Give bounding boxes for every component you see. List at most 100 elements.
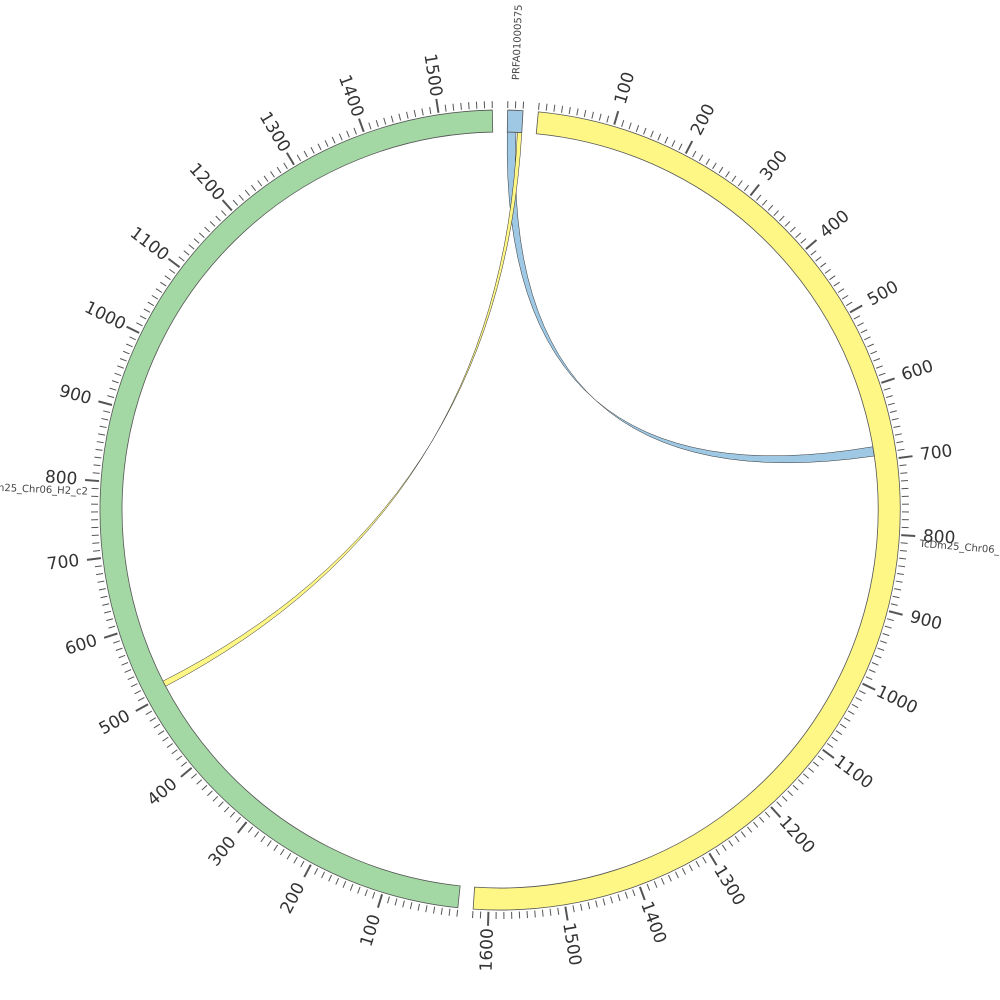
minor-tick [346, 130, 350, 138]
minor-tick [357, 886, 361, 894]
tick-label: 400 [144, 774, 182, 810]
tick-label: 200 [276, 879, 309, 917]
minor-tick [815, 256, 822, 262]
minor-tick [468, 102, 470, 110]
minor-tick [100, 595, 108, 599]
minor-tick [753, 821, 759, 828]
major-tick [613, 110, 620, 125]
minor-tick [743, 184, 749, 192]
minor-tick [877, 647, 885, 651]
minor-tick [125, 343, 133, 348]
minor-tick [776, 801, 782, 808]
major-tick [98, 400, 113, 406]
tick-label: 100 [611, 70, 639, 107]
minor-tick [111, 380, 119, 384]
major-tick [638, 886, 646, 901]
minor-tick [787, 790, 794, 797]
minor-tick [273, 844, 279, 852]
minor-tick [646, 883, 651, 891]
minor-tick [328, 874, 333, 882]
minor-tick [759, 816, 765, 823]
minor-tick [286, 852, 292, 860]
minor-tick [635, 125, 640, 132]
minor-tick [212, 795, 219, 802]
minor-tick [92, 542, 100, 544]
tick-label: 1600 [477, 928, 498, 972]
minor-tick [824, 268, 831, 274]
minor-tick [425, 905, 428, 913]
major-tick [167, 257, 181, 268]
minor-tick [863, 336, 871, 341]
minor-tick [321, 871, 326, 879]
minor-tick [692, 150, 697, 158]
labels-layer: PRFA01000575 100 200 300 400 500 600 700 800 900 1… [0, 4, 1000, 971]
ideogram-layer [99, 109, 901, 911]
major-tick [126, 325, 140, 334]
major-tick [898, 455, 913, 459]
minor-tick [561, 105, 564, 113]
minor-tick [837, 288, 845, 293]
minor-tick [113, 640, 121, 644]
minor-tick [767, 204, 774, 211]
minor-tick [180, 761, 188, 767]
minor-tick [153, 723, 161, 729]
minor-tick [117, 365, 124, 369]
minor-tick [101, 417, 109, 421]
tick-label: 1300 [709, 862, 749, 909]
minor-tick [889, 410, 897, 413]
minor-tick [737, 180, 743, 187]
major-tick [236, 821, 248, 834]
tick-label: 900 [57, 381, 94, 409]
tick-label: 1000 [873, 682, 921, 719]
minor-tick [103, 410, 111, 413]
minor-tick [900, 472, 908, 474]
tick-label: 1100 [830, 751, 877, 793]
minor-tick [232, 199, 239, 206]
minor-tick [204, 226, 211, 233]
minor-tick [335, 877, 340, 885]
minor-tick [860, 329, 868, 334]
minor-tick [109, 387, 117, 391]
minor-tick [164, 275, 171, 281]
minor-tick [657, 133, 662, 141]
minor-tick [667, 874, 672, 882]
tick-label: 400 [816, 206, 854, 242]
minor-tick [300, 860, 305, 868]
minor-tick [221, 210, 227, 217]
tick-label: 200 [687, 101, 720, 139]
tick-label: 1300 [255, 108, 294, 155]
minor-tick [390, 115, 394, 123]
minor-tick [870, 350, 878, 355]
minor-tick [97, 580, 105, 583]
minor-tick [598, 113, 602, 121]
minor-tick [617, 894, 621, 902]
minor-tick [705, 158, 710, 166]
minor-tick [890, 603, 898, 606]
minor-tick [338, 133, 343, 141]
minor-tick [817, 755, 824, 761]
minor-tick [853, 315, 861, 320]
tick-label: 900 [908, 607, 944, 635]
ticks-layer [85, 98, 916, 926]
minor-tick [800, 238, 807, 244]
minor-tick [207, 790, 213, 797]
minor-tick [893, 425, 901, 429]
minor-tick [851, 703, 859, 709]
minor-tick [761, 199, 768, 206]
major-tick [103, 632, 118, 639]
minor-tick [134, 690, 142, 695]
minor-tick [106, 618, 114, 622]
major-tick [303, 864, 312, 878]
major-tick [749, 183, 760, 197]
minor-tick [702, 856, 707, 864]
minor-tick [157, 730, 165, 735]
minor-tick [858, 690, 866, 695]
minor-tick [448, 908, 451, 916]
minor-tick [896, 441, 904, 444]
minor-tick [93, 464, 101, 467]
link-ribbon-1 [162, 132, 523, 687]
minor-tick [95, 448, 103, 451]
minor-tick [900, 480, 908, 482]
minor-tick [96, 441, 104, 444]
minor-tick [882, 633, 890, 637]
